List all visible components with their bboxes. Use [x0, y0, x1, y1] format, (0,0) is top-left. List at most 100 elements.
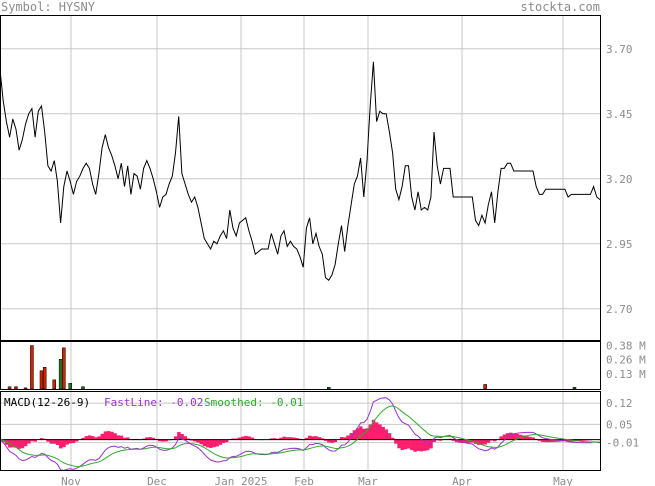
macd-histogram-bar [397, 439, 401, 449]
macd-histogram-bar [307, 435, 312, 440]
macd-histogram-bar [502, 434, 507, 440]
x-tick-label: Mar [358, 475, 378, 486]
x-tick-label: Dec [147, 475, 167, 486]
macd-histogram-bar [486, 439, 491, 443]
macd-histogram-bar [183, 436, 188, 440]
macd-histogram-bar [368, 424, 373, 440]
macd-histogram-bar [499, 436, 503, 440]
macd-histogram-bar [46, 439, 50, 442]
macd-histogram-bar [81, 437, 85, 440]
macd-histogram-bar [221, 439, 226, 444]
macd-histogram-bar [355, 428, 360, 440]
macd-histogram-bar [20, 439, 25, 449]
macd-histogram-bar [288, 437, 293, 440]
volume-bar [52, 379, 57, 390]
macd-histogram-bar [269, 438, 274, 440]
macd-histogram-bar [113, 433, 117, 440]
macd-histogram-bar [11, 439, 15, 448]
macd-histogram-bar [39, 438, 44, 440]
macd-histogram-bar [173, 436, 178, 440]
macd-histogram-bar [161, 439, 165, 442]
volume-bar [23, 387, 28, 390]
macd-histogram-bar [327, 439, 331, 443]
macd-histogram-bar [426, 439, 430, 451]
macd-histogram-bar [65, 439, 69, 445]
macd-histogram-bar [151, 437, 156, 440]
macd-histogram-bar [394, 439, 398, 444]
macd-histogram-bar [145, 437, 149, 440]
macd-histogram-bar [410, 439, 414, 451]
macd-smoothed-label: Smoothed: -0.01 [204, 396, 303, 409]
macd-histogram-bar [199, 439, 203, 445]
macd-histogram-bar [186, 438, 191, 440]
macd-histogram-bar [432, 439, 436, 442]
macd-histogram-bar [247, 436, 251, 440]
volume-tick-label: 0.13 M [606, 368, 646, 381]
macd-histogram-bar [438, 439, 443, 441]
panel-frame [0, 341, 601, 390]
volume-bar [62, 347, 66, 390]
volume-bar [14, 386, 18, 390]
macd-histogram-bar [110, 431, 114, 440]
macd-histogram-bar [579, 439, 583, 441]
macd-histogram-bar [202, 439, 207, 447]
x-tick-label: Feb [294, 475, 314, 486]
macd-histogram-bar [384, 429, 389, 440]
volume-bar [81, 386, 85, 390]
macd-histogram-bar [320, 438, 325, 440]
macd-histogram-bar [212, 439, 216, 448]
volume-panel [7, 345, 577, 390]
site-label[interactable]: stockta.com [520, 0, 600, 14]
macd-histogram-bar [381, 426, 385, 440]
macd-histogram-bar [480, 439, 484, 445]
price-tick-label: 3.70 [606, 43, 633, 56]
macd-histogram-bar [314, 436, 318, 440]
macd-histogram-bar [566, 439, 570, 442]
macd-histogram-bar [295, 438, 299, 440]
macd-histogram-bar [126, 437, 130, 440]
price-tick-label: 2.70 [606, 303, 633, 316]
volume-bar [572, 387, 577, 390]
macd-histogram-bar [209, 439, 213, 448]
macd-histogram-bar [512, 433, 516, 440]
macd-histogram-bar [234, 438, 239, 440]
macd-fast-line [0, 397, 601, 472]
macd-histogram-bar [62, 439, 66, 448]
macd-histogram-bar [550, 439, 555, 443]
macd-histogram-bar [390, 437, 395, 440]
macd-histogram-bar [515, 433, 519, 440]
macd-histogram-bar [352, 430, 357, 440]
macd-histogram-bar [505, 433, 510, 440]
macd-histogram-bar [148, 437, 152, 440]
macd-histogram-bar [537, 439, 542, 441]
macd-histogram-bar [464, 439, 468, 443]
volume-tick-label: 0.38 M [606, 340, 646, 353]
macd-histogram-bar [225, 439, 229, 443]
macd-histogram-bar [103, 431, 108, 440]
macd-histogram-bar [509, 432, 513, 440]
macd-histogram-bar [122, 437, 127, 440]
volume-bar [58, 359, 63, 390]
macd-histogram-bar [406, 439, 411, 449]
macd-histogram-bar [240, 436, 245, 440]
macd-histogram-bar [531, 437, 535, 440]
macd-histogram-bar [157, 439, 162, 442]
symbol-label: Symbol: HYSNY [1, 0, 95, 14]
x-tick-label: May [553, 475, 573, 486]
macd-histogram-bar [400, 439, 405, 451]
macd-histogram-bar [59, 439, 63, 449]
macd-histogram-bar [461, 439, 465, 444]
macd-fast-label: FastLine: -0.02 [104, 396, 203, 409]
macd-histogram-bar [94, 437, 98, 440]
macd-histogram-bar [323, 439, 328, 441]
macd-histogram-bar [68, 439, 73, 444]
macd-histogram-bar [419, 439, 424, 452]
macd-histogram-bar [244, 435, 248, 440]
macd-histogram-bar [343, 437, 347, 440]
macd-histogram-bar [540, 439, 545, 442]
macd-histogram-bar [27, 439, 31, 444]
macd-histogram-bar [311, 436, 315, 440]
macd-histogram-bar [30, 439, 34, 442]
macd-histogram-bar [33, 439, 38, 442]
